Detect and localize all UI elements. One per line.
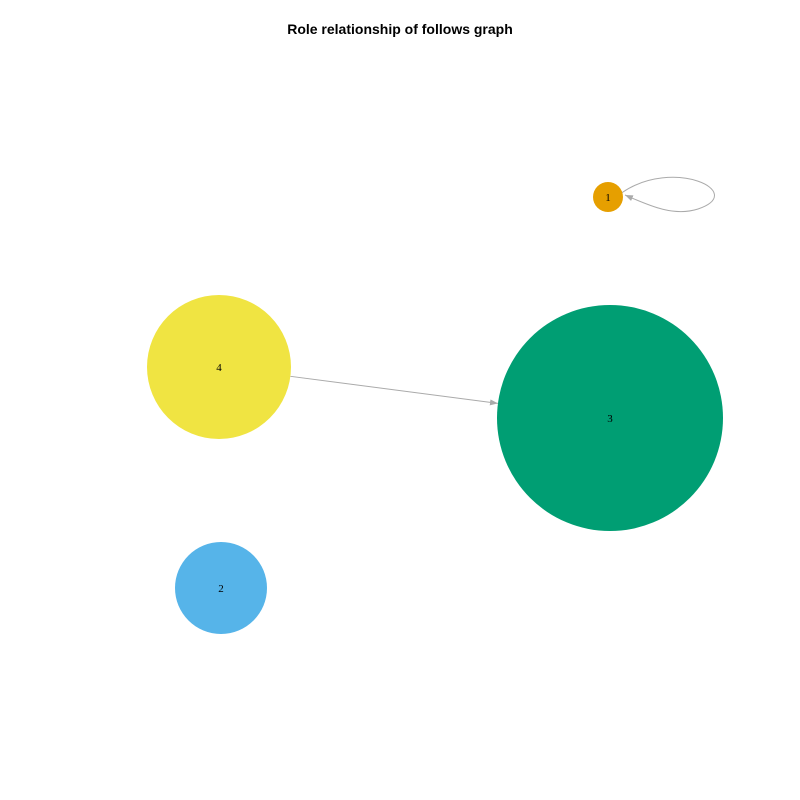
node-2-label: 2 xyxy=(218,583,224,595)
node-2: 2 xyxy=(175,542,267,634)
node-4-label: 4 xyxy=(216,362,222,374)
node-2-circle xyxy=(175,542,267,634)
node-4-circle xyxy=(147,295,291,439)
nodes-layer: 1 2 3 4 xyxy=(147,182,723,634)
edge-1-to-1 xyxy=(621,176,715,213)
node-1: 1 xyxy=(593,182,623,212)
edges-layer xyxy=(290,176,715,406)
node-1-label: 1 xyxy=(605,192,611,204)
page-title: Role relationship of follows graph xyxy=(287,21,513,37)
node-3-label: 3 xyxy=(607,413,613,425)
node-3: 3 xyxy=(497,305,723,531)
node-4: 4 xyxy=(147,295,291,439)
node-3-circle xyxy=(497,305,723,531)
edge-4-to-3 xyxy=(290,375,499,406)
node-1-circle xyxy=(593,182,623,212)
